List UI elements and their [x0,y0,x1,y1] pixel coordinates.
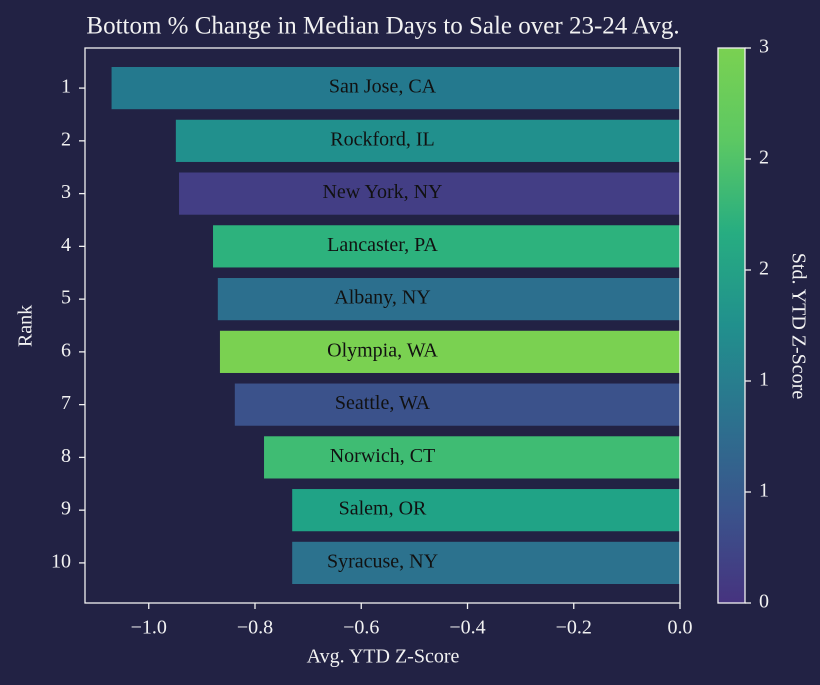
x-tick-label: −1.0 [131,617,167,639]
plot-frame [84,47,681,604]
bar [217,278,680,321]
bar [175,119,680,162]
bar [179,172,680,215]
x-tick-label: −0.6 [343,617,379,639]
y-tick-label: 2 [61,128,71,150]
y-tick-label: 6 [61,339,71,361]
y-tick-label: 3 [61,181,71,203]
bar-label: Salem, OR [339,498,427,520]
bar-label: Rockford, IL [330,128,434,150]
y-tick-label: 1 [61,76,71,98]
colorbar-tick-label: 2 [759,258,769,280]
bar [213,225,680,268]
x-tick-label: −0.4 [449,617,485,639]
bar [292,489,680,532]
bar [264,436,680,479]
bar [292,541,680,585]
bar [111,66,680,110]
x-tick-label: 0.0 [668,617,693,639]
x-tick-label: −0.8 [237,617,273,639]
y-tick-label: 9 [61,498,71,520]
bar-label: Olympia, WA [327,339,438,361]
bar-label: Lancaster, PA [327,234,438,256]
colorbar-tick-label: 1 [759,369,769,391]
y-tick-label: 10 [51,550,71,572]
x-axis-label: Avg. YTD Z-Score [307,646,460,668]
colorbar [717,47,746,604]
colorbar-tick-label: 0 [759,591,769,613]
y-tick-label: 7 [61,392,71,414]
y-tick-label: 8 [61,445,71,467]
colorbar-label: Std. YTD Z-Score [787,253,809,400]
colorbar-tick-label: 3 [759,36,769,58]
x-tick-label: −0.2 [556,617,592,639]
bar-label: Syracuse, NY [327,550,438,572]
y-axis-label: Rank [15,305,37,347]
bar-label: Seattle, WA [335,392,431,414]
bar-label: Norwich, CT [330,445,436,467]
colorbar-tick-label: 1 [759,480,769,502]
y-tick-label: 4 [61,234,71,256]
y-tick-label: 5 [61,287,71,309]
bar-label: New York, NY [322,181,442,203]
bar-label: San Jose, CA [329,76,437,98]
bar [219,330,680,373]
colorbar-tick-label: 2 [759,147,769,169]
bar-label: Albany, NY [334,287,430,309]
bar [234,383,680,426]
chart-title: Bottom % Change in Median Days to Sale o… [86,13,679,40]
